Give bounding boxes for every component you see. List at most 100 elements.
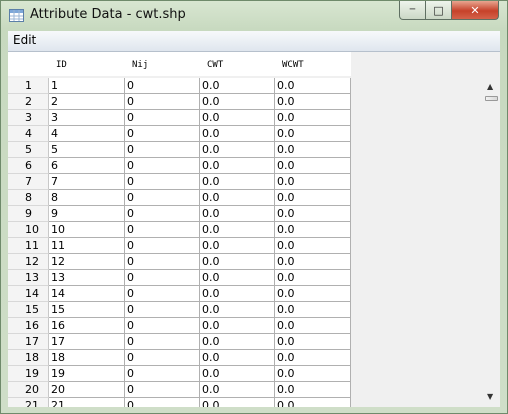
table-cell-nij[interactable]: 0 [125, 318, 200, 334]
table-cell-cwt[interactable]: 0.0 [200, 190, 275, 206]
table-cell-nij[interactable]: 0 [125, 302, 200, 318]
table-row[interactable]: 17 17 0 0.0 0.0 [8, 334, 351, 350]
table-cell-cwt[interactable]: 0.0 [200, 238, 275, 254]
table-cell-cwt[interactable]: 0.0 [200, 110, 275, 126]
table-row[interactable]: 18 18 0 0.0 0.0 [8, 350, 351, 366]
table-row[interactable]: 15 15 0 0.0 0.0 [8, 302, 351, 318]
row-number[interactable]: 7 [8, 174, 49, 190]
vertical-scrollbar[interactable]: ▲ ▼ [483, 79, 500, 407]
row-number[interactable]: 4 [8, 126, 49, 142]
table-cell-cwt[interactable]: 0.0 [200, 398, 275, 407]
row-number[interactable]: 13 [8, 270, 49, 286]
row-number[interactable]: 20 [8, 382, 49, 398]
table-cell-nij[interactable]: 0 [125, 238, 200, 254]
table-cell-cwt[interactable]: 0.0 [200, 206, 275, 222]
table-cell-id[interactable]: 5 [49, 142, 125, 158]
scroll-up-arrow-icon[interactable]: ▲ [487, 82, 494, 91]
table-cell-wcwt[interactable]: 0.0 [275, 222, 351, 238]
table-cell-cwt[interactable]: 0.0 [200, 126, 275, 142]
table-row[interactable]: 16 16 0 0.0 0.0 [8, 318, 351, 334]
table-cell-wcwt[interactable]: 0.0 [275, 206, 351, 222]
table-cell-id[interactable]: 1 [49, 78, 125, 94]
row-number[interactable]: 21 [8, 398, 49, 407]
table-row[interactable]: 1 1 0 0.0 0.0 [8, 78, 351, 94]
table-cell-nij[interactable]: 0 [125, 126, 200, 142]
table-cell-wcwt[interactable]: 0.0 [275, 110, 351, 126]
table-cell-cwt[interactable]: 0.0 [200, 302, 275, 318]
table-cell-wcwt[interactable]: 0.0 [275, 286, 351, 302]
table-cell-id[interactable]: 15 [49, 302, 125, 318]
table-row[interactable]: 4 4 0 0.0 0.0 [8, 126, 351, 142]
row-number[interactable]: 17 [8, 334, 49, 350]
scroll-down-arrow-icon[interactable]: ▼ [487, 392, 494, 401]
table-cell-wcwt[interactable]: 0.0 [275, 382, 351, 398]
row-number[interactable]: 5 [8, 142, 49, 158]
table-cell-cwt[interactable]: 0.0 [200, 366, 275, 382]
row-number[interactable]: 6 [8, 158, 49, 174]
table-cell-wcwt[interactable]: 0.0 [275, 238, 351, 254]
table-cell-nij[interactable]: 0 [125, 142, 200, 158]
table-cell-id[interactable]: 4 [49, 126, 125, 142]
column-header-id[interactable]: ID [49, 52, 125, 76]
row-number[interactable]: 19 [8, 366, 49, 382]
table-cell-nij[interactable]: 0 [125, 398, 200, 407]
table-cell-id[interactable]: 18 [49, 350, 125, 366]
table-cell-id[interactable]: 12 [49, 254, 125, 270]
table-cell-id[interactable]: 7 [49, 174, 125, 190]
row-number[interactable]: 10 [8, 222, 49, 238]
row-number[interactable]: 16 [8, 318, 49, 334]
table-cell-cwt[interactable]: 0.0 [200, 78, 275, 94]
table-cell-wcwt[interactable]: 0.0 [275, 270, 351, 286]
table-row[interactable]: 11 11 0 0.0 0.0 [8, 238, 351, 254]
table-cell-id[interactable]: 21 [49, 398, 125, 407]
table-cell-wcwt[interactable]: 0.0 [275, 174, 351, 190]
table-cell-nij[interactable]: 0 [125, 78, 200, 94]
table-cell-id[interactable]: 8 [49, 190, 125, 206]
table-cell-wcwt[interactable]: 0.0 [275, 190, 351, 206]
table-cell-id[interactable]: 17 [49, 334, 125, 350]
row-number[interactable]: 1 [8, 78, 49, 94]
row-number[interactable]: 2 [8, 94, 49, 110]
table-cell-id[interactable]: 10 [49, 222, 125, 238]
row-number[interactable]: 11 [8, 238, 49, 254]
table-cell-id[interactable]: 13 [49, 270, 125, 286]
title-bar[interactable]: Attribute Data - cwt.shp ─ □ ✕ [1, 1, 507, 31]
table-row[interactable]: 8 8 0 0.0 0.0 [8, 190, 351, 206]
table-cell-nij[interactable]: 0 [125, 270, 200, 286]
table-cell-nij[interactable]: 0 [125, 94, 200, 110]
table-cell-cwt[interactable]: 0.0 [200, 334, 275, 350]
table-cell-wcwt[interactable]: 0.0 [275, 318, 351, 334]
table-cell-cwt[interactable]: 0.0 [200, 270, 275, 286]
table-row[interactable]: 2 2 0 0.0 0.0 [8, 94, 351, 110]
table-row[interactable]: 3 3 0 0.0 0.0 [8, 110, 351, 126]
table-cell-id[interactable]: 11 [49, 238, 125, 254]
table-cell-cwt[interactable]: 0.0 [200, 254, 275, 270]
table-cell-nij[interactable]: 0 [125, 206, 200, 222]
table-row[interactable]: 20 20 0 0.0 0.0 [8, 382, 351, 398]
table-cell-wcwt[interactable]: 0.0 [275, 350, 351, 366]
table-cell-wcwt[interactable]: 0.0 [275, 334, 351, 350]
column-header-nij[interactable]: Nij [125, 52, 200, 76]
table-row[interactable]: 9 9 0 0.0 0.0 [8, 206, 351, 222]
table-row[interactable]: 5 5 0 0.0 0.0 [8, 142, 351, 158]
table-cell-nij[interactable]: 0 [125, 174, 200, 190]
table-cell-cwt[interactable]: 0.0 [200, 382, 275, 398]
menu-edit[interactable]: Edit [13, 33, 37, 47]
row-number[interactable]: 18 [8, 350, 49, 366]
table-cell-wcwt[interactable]: 0.0 [275, 158, 351, 174]
table-cell-wcwt[interactable]: 0.0 [275, 142, 351, 158]
table-cell-id[interactable]: 3 [49, 110, 125, 126]
table-cell-wcwt[interactable]: 0.0 [275, 302, 351, 318]
table-cell-id[interactable]: 19 [49, 366, 125, 382]
row-number[interactable]: 3 [8, 110, 49, 126]
table-cell-cwt[interactable]: 0.0 [200, 350, 275, 366]
close-button[interactable]: ✕ [452, 1, 499, 20]
table-row[interactable]: 21 21 0 0.0 0.0 [8, 398, 351, 407]
table-row[interactable]: 6 6 0 0.0 0.0 [8, 158, 351, 174]
table-cell-wcwt[interactable]: 0.0 [275, 78, 351, 94]
table-cell-wcwt[interactable]: 0.0 [275, 126, 351, 142]
table-cell-cwt[interactable]: 0.0 [200, 94, 275, 110]
table-row[interactable]: 13 13 0 0.0 0.0 [8, 270, 351, 286]
table-row[interactable]: 14 14 0 0.0 0.0 [8, 286, 351, 302]
table-cell-cwt[interactable]: 0.0 [200, 222, 275, 238]
